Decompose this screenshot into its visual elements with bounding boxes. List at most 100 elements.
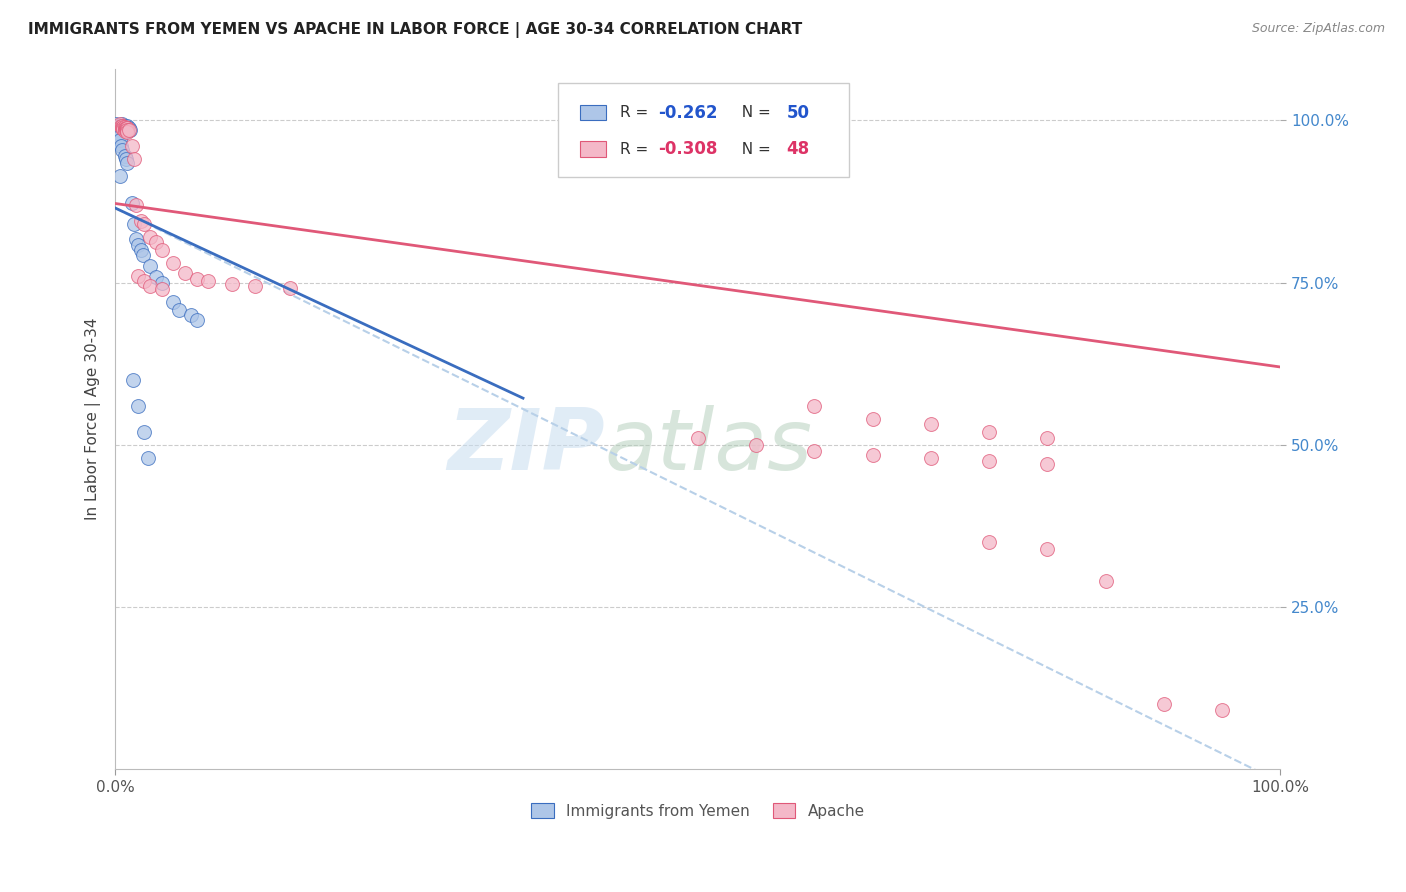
Point xyxy=(111,123,134,137)
Point xyxy=(920,417,942,431)
Point xyxy=(134,217,156,231)
Point xyxy=(197,274,219,288)
Point xyxy=(118,123,141,137)
Point xyxy=(132,248,155,262)
Point xyxy=(1153,698,1175,712)
Point xyxy=(145,270,167,285)
Point xyxy=(150,282,173,296)
Point xyxy=(114,125,136,139)
Point xyxy=(114,124,136,138)
Point xyxy=(139,279,162,293)
Point xyxy=(112,121,135,136)
Point xyxy=(1036,458,1059,472)
Point xyxy=(180,308,202,322)
Point xyxy=(128,269,150,284)
Point xyxy=(111,143,134,157)
Point xyxy=(169,302,191,317)
Point xyxy=(114,153,136,167)
Point xyxy=(129,243,152,257)
Point xyxy=(278,281,301,295)
Point xyxy=(114,121,136,136)
Text: 48: 48 xyxy=(786,140,810,158)
FancyBboxPatch shape xyxy=(558,83,849,178)
Text: 50: 50 xyxy=(786,103,810,121)
Point xyxy=(107,127,129,141)
Point xyxy=(115,123,138,137)
Point xyxy=(221,277,243,291)
Point xyxy=(243,279,266,293)
Text: R =: R = xyxy=(620,105,652,120)
Point xyxy=(186,313,208,327)
Point xyxy=(686,431,709,445)
Point xyxy=(121,196,143,211)
Point xyxy=(114,123,136,137)
Text: N =: N = xyxy=(731,142,775,157)
Point xyxy=(114,121,136,136)
Point xyxy=(108,117,131,131)
Point xyxy=(1036,431,1059,445)
Text: atlas: atlas xyxy=(605,406,813,489)
Point xyxy=(114,121,136,136)
Point xyxy=(125,231,148,245)
Point xyxy=(134,425,156,439)
Text: R =: R = xyxy=(620,142,652,157)
Point xyxy=(114,121,136,136)
Point xyxy=(145,235,167,250)
Text: Source: ZipAtlas.com: Source: ZipAtlas.com xyxy=(1251,22,1385,36)
Point xyxy=(115,121,138,136)
Point xyxy=(977,425,1000,439)
Point xyxy=(110,119,132,133)
Legend: Immigrants from Yemen, Apache: Immigrants from Yemen, Apache xyxy=(524,797,870,825)
Point xyxy=(150,243,173,257)
Point xyxy=(1036,541,1059,556)
Point xyxy=(920,450,942,465)
Point xyxy=(118,121,141,136)
Point xyxy=(862,448,884,462)
Point xyxy=(125,198,148,212)
Point xyxy=(112,123,135,137)
Point xyxy=(114,120,136,134)
Point xyxy=(115,155,138,169)
Point xyxy=(139,230,162,244)
Point xyxy=(115,119,138,133)
Point xyxy=(977,535,1000,549)
Point xyxy=(128,238,150,252)
Point xyxy=(803,444,825,458)
Point xyxy=(117,121,139,136)
Point xyxy=(120,123,142,137)
Y-axis label: In Labor Force | Age 30-34: In Labor Force | Age 30-34 xyxy=(86,318,101,520)
Point xyxy=(114,120,136,134)
Point xyxy=(136,450,159,465)
Point xyxy=(122,153,145,167)
Text: N =: N = xyxy=(731,105,775,120)
Point xyxy=(129,214,152,228)
Point xyxy=(108,133,131,147)
Point xyxy=(1094,574,1116,588)
Point xyxy=(112,120,135,134)
Point xyxy=(122,217,145,231)
Point xyxy=(112,121,135,136)
Point xyxy=(115,125,138,139)
Point xyxy=(118,123,141,137)
Point xyxy=(111,120,134,134)
Point xyxy=(121,373,143,387)
Point xyxy=(162,295,184,310)
Point xyxy=(115,123,138,137)
Point xyxy=(110,139,132,153)
Point xyxy=(121,139,143,153)
Point xyxy=(108,169,131,183)
Point xyxy=(111,121,134,136)
Text: -0.308: -0.308 xyxy=(658,140,717,158)
Point xyxy=(745,438,768,452)
Point xyxy=(174,266,197,280)
Text: IMMIGRANTS FROM YEMEN VS APACHE IN LABOR FORCE | AGE 30-34 CORRELATION CHART: IMMIGRANTS FROM YEMEN VS APACHE IN LABOR… xyxy=(28,22,803,38)
FancyBboxPatch shape xyxy=(581,105,606,120)
Point xyxy=(107,129,129,144)
FancyBboxPatch shape xyxy=(581,142,606,157)
Point xyxy=(139,260,162,274)
Point xyxy=(186,272,208,286)
Point xyxy=(977,454,1000,468)
Point xyxy=(107,136,129,150)
Point xyxy=(112,119,135,133)
Point xyxy=(862,412,884,426)
